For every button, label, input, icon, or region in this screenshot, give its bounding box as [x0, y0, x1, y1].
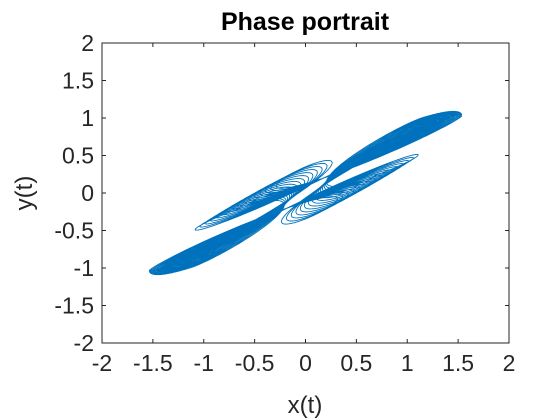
plot-area: [102, 43, 509, 343]
x-axis-label: x(t): [288, 392, 323, 419]
trajectory-series: [148, 110, 463, 276]
x-tick-label: 1.5: [442, 350, 474, 376]
x-tick-label: 0.5: [340, 350, 372, 376]
y-axis-label: y(t): [11, 176, 38, 211]
y-tick-label: 0.5: [62, 143, 94, 169]
y-tick-label: -2: [74, 330, 94, 356]
y-tick-label: -0.5: [54, 218, 94, 244]
x-tick-label: 1: [401, 350, 414, 376]
y-tick-label: 1: [81, 105, 94, 131]
y-tick-label: -1: [74, 255, 94, 281]
x-tick-label: -1: [194, 350, 214, 376]
y-axis-ticks: 2 1.5 1 0.5 0 -0.5 -1 -1.5 -2: [54, 30, 509, 356]
x-tick-label: -1.5: [133, 350, 173, 376]
y-tick-label: 1.5: [62, 68, 94, 94]
trajectory-line: [148, 110, 463, 276]
chart-title: Phase portrait: [221, 8, 390, 36]
x-tick-label: -2: [92, 350, 112, 376]
y-tick-label: -1.5: [54, 293, 94, 319]
x-tick-label: 0: [299, 350, 312, 376]
x-tick-label: 2: [503, 350, 516, 376]
y-tick-label: 0: [81, 180, 94, 206]
x-tick-label: -0.5: [235, 350, 275, 376]
y-tick-label: 2: [81, 30, 94, 56]
x-axis-ticks: -2 -1.5 -1 -0.5 0 0.5 1 1.5 2: [92, 43, 516, 376]
